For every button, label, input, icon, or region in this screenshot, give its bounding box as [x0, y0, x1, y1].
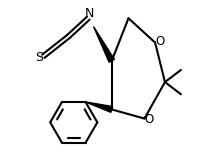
Text: S: S	[35, 51, 43, 64]
Polygon shape	[85, 102, 113, 112]
Polygon shape	[93, 27, 115, 62]
Text: O: O	[155, 35, 165, 48]
Text: O: O	[145, 113, 154, 126]
Text: N: N	[84, 7, 94, 20]
